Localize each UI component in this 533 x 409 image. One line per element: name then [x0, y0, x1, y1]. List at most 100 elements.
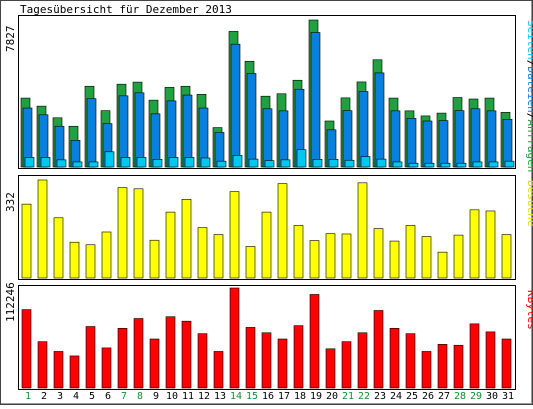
day-label-24: 24: [390, 391, 402, 402]
bar-dateien-day-24: [390, 110, 401, 168]
kbytes-bar-day-8: [133, 318, 144, 389]
bar-dateien-day-28: [454, 110, 465, 168]
day-label-25: 25: [406, 391, 418, 402]
besuche-bar-day-16: [261, 211, 272, 279]
bar-seiten-day-2: [40, 157, 51, 168]
day-label-6: 6: [105, 391, 111, 402]
kbytes-bar-day-19: [309, 294, 320, 389]
legend-separator-2: /: [525, 113, 533, 120]
day-label-29: 29: [470, 391, 482, 402]
day-labels: 1 2 3 4 5 6 7 8 9 10 11 12 13 14 15 16 17 18 19 20 21 22 23 24 2…: [25, 391, 514, 402]
bar-dateien-day-23: [374, 72, 385, 168]
day-label-7: 7: [121, 391, 127, 402]
kbytes-bar-day-25: [405, 333, 416, 389]
kbytes-bar-day-23: [373, 310, 384, 389]
bar-dateien-day-22: [358, 91, 369, 168]
bar-seiten-day-17: [280, 159, 291, 168]
besuche-bar-day-12: [197, 227, 208, 279]
bar-seiten-day-24: [392, 161, 403, 168]
kbytes-bar-day-5: [85, 326, 96, 389]
kbytes-bar-day-16: [261, 332, 272, 389]
kbytes-bars: [21, 287, 512, 389]
bar-dateien-day-21: [342, 110, 353, 168]
bar-seiten-day-13: [216, 160, 227, 168]
kbytes-bar-day-31: [501, 338, 512, 389]
bar-dateien-day-26: [422, 120, 433, 168]
kbytes-bar-day-24: [389, 328, 400, 389]
bar-seiten-day-18: [296, 149, 307, 168]
visits-legend: Besuche: [525, 180, 533, 226]
kbytes-bar-day-9: [149, 338, 160, 389]
kbytes-bar-day-2: [37, 341, 48, 389]
besuche-bar-day-2: [37, 179, 48, 279]
day-label-26: 26: [422, 391, 434, 402]
kbytes-bar-day-18: [293, 325, 304, 389]
day-label-20: 20: [326, 391, 338, 402]
day-label-17: 17: [278, 391, 290, 402]
besuche-bar-day-5: [85, 244, 96, 279]
bar-dateien-day-27: [438, 120, 449, 168]
day-label-31: 31: [502, 391, 514, 402]
kbytes-bar-day-29: [469, 323, 480, 389]
bar-dateien-day-11: [182, 94, 193, 168]
chart-title: Tagesübersicht für Dezember 2013: [20, 3, 232, 16]
bar-seiten-day-11: [184, 157, 195, 168]
kbytes-bar-day-30: [485, 331, 496, 389]
kbytes-bar-day-4: [69, 355, 80, 389]
kbytes-bar-day-10: [165, 316, 176, 389]
bar-seiten-day-15: [248, 158, 259, 168]
day-label-11: 11: [182, 391, 194, 402]
legend-seiten: Seiten: [525, 20, 533, 60]
bar-seiten-day-7: [120, 157, 131, 168]
day-label-30: 30: [486, 391, 498, 402]
bar-dateien-day-5: [86, 98, 97, 168]
kbytes-bar-day-11: [181, 320, 192, 389]
besuche-bar-day-27: [437, 251, 448, 279]
bar-dateien-day-31: [502, 118, 513, 168]
besuche-bar-day-29: [469, 209, 480, 279]
kbytes-bar-day-6: [101, 347, 112, 389]
day-label-13: 13: [214, 391, 226, 402]
besuche-bar-day-3: [53, 217, 64, 279]
kbytes-bar-day-3: [53, 351, 64, 389]
besuche-bar-day-23: [373, 228, 384, 279]
kbytes-bar-day-14: [229, 287, 240, 389]
bar-seiten-day-20: [328, 158, 339, 168]
bar-seiten-day-10: [168, 157, 179, 168]
visits-ymax-label: 332: [4, 192, 17, 212]
kbytes-bar-day-20: [325, 348, 336, 389]
day-label-1: 1: [25, 391, 31, 402]
day-label-23: 23: [374, 391, 386, 402]
bar-seiten-day-8: [136, 157, 147, 168]
besuche-bar-day-26: [421, 236, 432, 279]
day-label-4: 4: [73, 391, 79, 402]
besuche-bar-day-11: [181, 199, 192, 279]
day-label-22: 22: [358, 391, 370, 402]
day-label-2: 2: [41, 391, 47, 402]
bar-dateien-day-14: [230, 43, 241, 168]
bar-seiten-day-22: [360, 156, 371, 168]
bar-seiten-day-12: [200, 157, 211, 168]
besuche-bar-day-21: [341, 233, 352, 279]
kbytes-bar-day-22: [357, 332, 368, 389]
bar-seiten-day-21: [344, 159, 355, 168]
kbytes-legend: KBytes: [525, 290, 533, 330]
day-label-12: 12: [198, 391, 210, 402]
bar-dateien-day-10: [166, 100, 177, 168]
day-label-14: 14: [230, 391, 242, 402]
besuche-bar-day-18: [293, 225, 304, 279]
bar-seiten-day-4: [72, 161, 83, 168]
day-label-28: 28: [454, 391, 466, 402]
legend-dateien: Dateien: [525, 66, 533, 112]
bar-seiten-day-30: [488, 161, 499, 168]
bar-seiten-day-28: [456, 162, 467, 168]
hits-bars: [20, 19, 515, 168]
bar-seiten-day-5: [88, 161, 99, 168]
kbytes-bar-day-1: [21, 309, 32, 389]
bar-seiten-day-29: [472, 161, 483, 168]
besuche-bar-day-15: [245, 246, 256, 279]
kbytes-bar-day-12: [197, 333, 208, 389]
besuche-bar-day-9: [149, 239, 160, 279]
besuche-bar-day-25: [405, 225, 416, 279]
